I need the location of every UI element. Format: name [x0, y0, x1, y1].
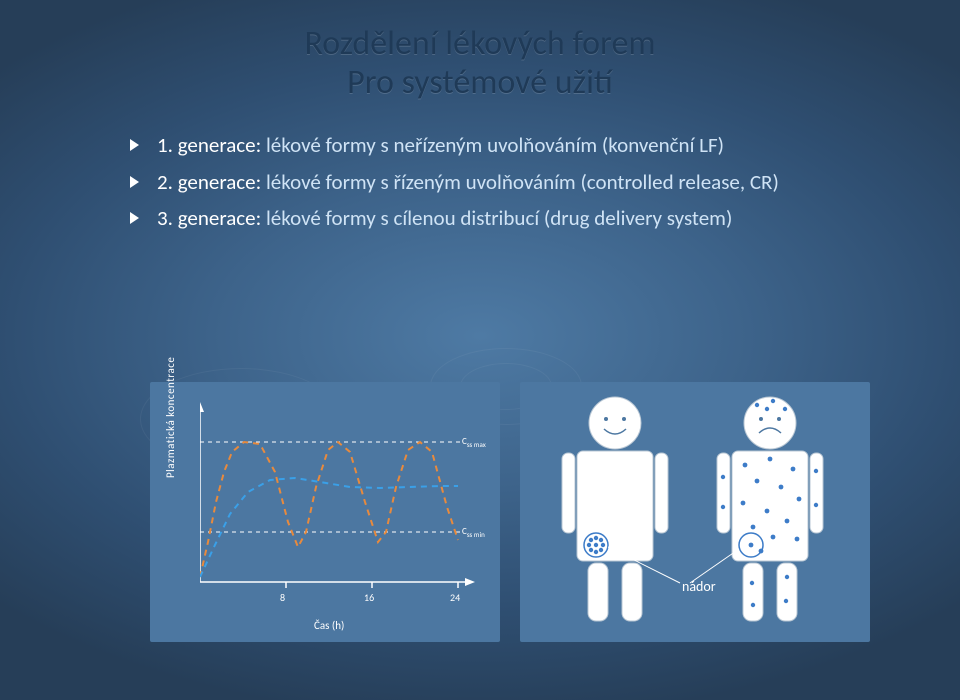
tumor-label: nádor [682, 578, 716, 595]
figures-panel: nádor [520, 382, 870, 642]
slide-root: Rozdělení lékových forem Pro systémové u… [0, 0, 960, 700]
title-line-2: Pro systémové užití [0, 63, 960, 102]
cssmin-label: Css min [462, 526, 485, 539]
bullet-prefix: 2. generace: [157, 169, 266, 195]
bullet-rest: lékové formy s řízeným uvolňováním (cont… [266, 169, 779, 195]
x-tick-8: 8 [280, 591, 285, 604]
chart-panel: Plazmatická koncentrace 8 16 24 Čas (h) … [150, 382, 500, 642]
caret-icon [130, 139, 139, 151]
c-label-sub: ss min [467, 530, 485, 539]
bullet-rest: lékové formy s cílenou distribucí (drug … [266, 205, 732, 231]
chart-svg [200, 402, 480, 592]
figures-svg [520, 382, 870, 642]
x-tick-16: 16 [364, 591, 374, 604]
chart-y-axis-label: Plazmatická koncentrace [164, 357, 177, 478]
bullet-prefix: 3. generace: [157, 205, 266, 231]
caret-icon [130, 176, 139, 188]
chart-x-axis-label: Čas (h) [314, 619, 344, 632]
bullet-item: 2. generace: lékové formy s řízeným uvol… [130, 167, 880, 197]
c-label-sub: ss max [467, 440, 486, 449]
bullet-item: 3. generace: lékové formy s cílenou dist… [130, 203, 880, 233]
cssmax-label: Css max [462, 436, 486, 449]
bullet-rest: lékové formy s neřízeným uvolňováním (ko… [266, 132, 724, 158]
title-line-1: Rozdělení lékových forem [0, 24, 960, 63]
bullet-prefix: 1. generace: [157, 132, 266, 158]
title-block: Rozdělení lékových forem Pro systémové u… [0, 0, 960, 102]
bullet-list: 1. generace: lékové formy s neřízeným uv… [0, 130, 960, 233]
caret-icon [130, 212, 139, 224]
bullet-item: 1. generace: lékové formy s neřízeným uv… [130, 130, 880, 160]
x-tick-24: 24 [450, 591, 460, 604]
